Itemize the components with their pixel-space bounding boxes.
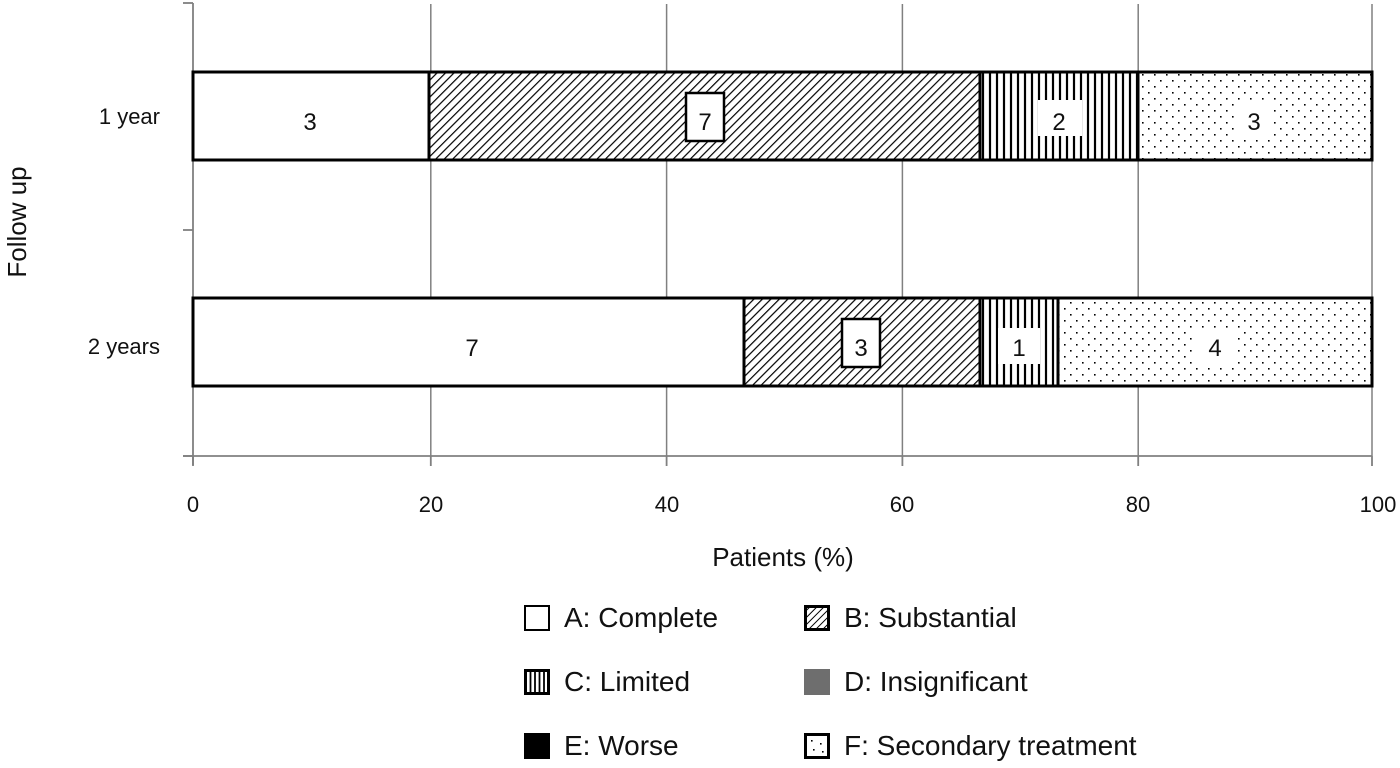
legend-label: F: Secondary treatment — [844, 730, 1137, 761]
legend-label: C: Limited — [564, 666, 691, 697]
segment-label-c: 2 — [1052, 109, 1065, 136]
segment-label-a: 7 — [465, 335, 478, 362]
category-label-2-years: 2 years — [88, 334, 160, 359]
x-tick-40: 40 — [655, 492, 679, 517]
x-tick-60: 60 — [890, 492, 914, 517]
swatch-white-icon — [524, 605, 550, 631]
legend-item-insignificant: D: Insignificant — [804, 660, 1224, 704]
label-box — [840, 317, 882, 369]
category-label-1-year: 1 year — [99, 104, 160, 129]
label-box — [684, 91, 726, 143]
legend-item-complete: A: Complete — [524, 596, 804, 640]
segment-a-complete — [191, 70, 431, 162]
segment-label-c: 1 — [1012, 335, 1025, 362]
bar-1-year — [191, 70, 1374, 162]
legend-item-limited: C: Limited — [524, 660, 804, 704]
x-tick-20: 20 — [419, 492, 443, 517]
segment-label-a: 3 — [303, 109, 316, 136]
swatch-black-icon — [524, 733, 550, 759]
x-tick-80: 80 — [1126, 492, 1150, 517]
y-axis-title: Follow up — [2, 166, 32, 277]
swatch-diagonal-hatch-icon — [804, 605, 830, 631]
segment-label-b: 3 — [854, 335, 867, 362]
legend-label: E: Worse — [564, 730, 679, 761]
label-box — [998, 328, 1040, 364]
segment-label-b: 7 — [698, 109, 711, 136]
legend-label: D: Insignificant — [844, 666, 1028, 697]
label-box — [1038, 100, 1082, 136]
x-tick-100: 100 — [1360, 492, 1397, 517]
label-box — [1195, 328, 1235, 364]
x-tick-0: 0 — [187, 492, 199, 517]
x-axis — [183, 455, 1373, 466]
swatch-vertical-lines-icon — [524, 669, 550, 695]
segment-label-f: 3 — [1247, 109, 1260, 136]
swatch-dots-icon — [804, 733, 830, 759]
legend-label: B: Substantial — [844, 602, 1017, 633]
x-tick-labels: 0 20 40 60 80 100 — [187, 492, 1396, 517]
legend-label: A: Complete — [564, 602, 719, 633]
x-axis-title: Patients (%) — [712, 542, 854, 572]
segment-a-complete — [191, 296, 746, 388]
segment-label-f: 4 — [1208, 335, 1221, 362]
legend-item-worse: E: Worse — [524, 724, 804, 768]
swatch-gray-icon — [804, 669, 830, 695]
legend-item-secondary-treatment: F: Secondary treatment — [804, 724, 1224, 768]
legend-item-substantial: B: Substantial — [804, 596, 1224, 640]
label-box — [1234, 100, 1274, 136]
legend: A: Complete B: Substantial C: Limited D:… — [524, 596, 1244, 768]
